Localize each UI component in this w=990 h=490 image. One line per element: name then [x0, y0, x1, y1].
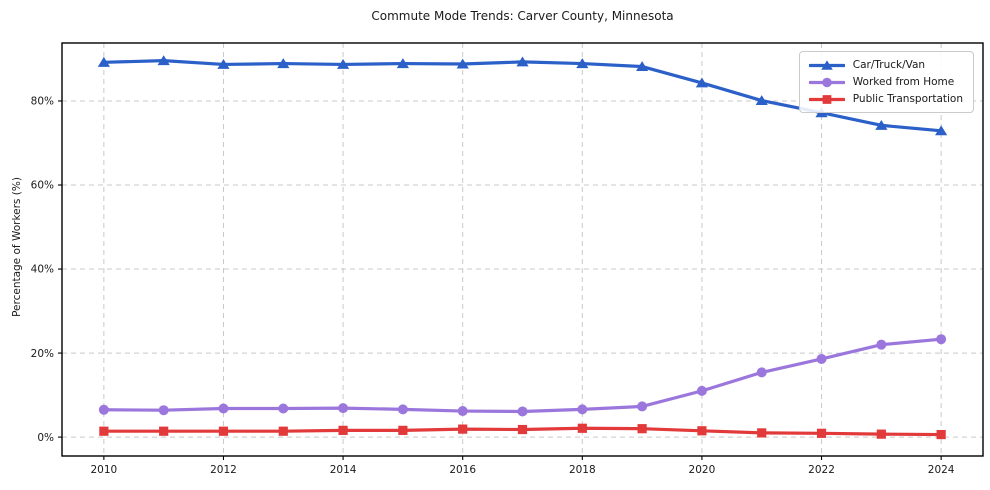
series-marker-public-transportation — [517, 424, 528, 435]
legend-label-worked-from-home: Worked from Home — [852, 76, 955, 88]
y-tick-label: 0% — [37, 432, 54, 444]
x-tick-label: 2018 — [569, 464, 596, 476]
series-marker-public-transportation — [159, 426, 169, 436]
series-marker-worked-from-home — [756, 367, 767, 378]
plot-border — [61, 42, 984, 457]
series-marker-car-truck-van — [935, 125, 948, 136]
series-marker-public-transportation — [757, 428, 767, 438]
x-tick-label: 2014 — [330, 464, 357, 476]
series-marker-public-transportation — [278, 426, 288, 436]
series-marker-worked-from-home — [637, 401, 648, 412]
series-marker-car-truck-van — [277, 58, 290, 69]
series-marker-worked-from-home — [816, 353, 827, 364]
x-tick-label: 2022 — [808, 464, 835, 476]
series-marker-worked-from-home — [696, 385, 707, 396]
series-marker-car-truck-van — [636, 61, 649, 72]
y-tick-label: 40% — [31, 264, 54, 276]
series-marker-public-transportation — [338, 425, 348, 435]
series-marker-worked-from-home — [218, 403, 229, 414]
series-marker-public-transportation — [816, 428, 827, 438]
series-marker-worked-from-home — [278, 403, 289, 414]
x-tick-label: 2024 — [928, 464, 955, 476]
series-marker-worked-from-home — [338, 403, 349, 414]
y-tick-label: 60% — [31, 180, 54, 192]
series-marker-worked-from-home — [158, 405, 169, 416]
legend-circle-marker-icon — [808, 77, 845, 87]
series-marker-public-transportation — [398, 425, 408, 435]
legend-square-marker-icon — [808, 94, 845, 104]
legend-item-worked-from-home: Worked from Home — [808, 75, 963, 89]
series-marker-public-transportation — [876, 429, 886, 439]
series-marker-worked-from-home — [936, 334, 947, 345]
series-marker-car-truck-van — [157, 55, 170, 66]
series-marker-car-truck-van — [755, 95, 768, 106]
legend-item-public-transportation: Public Transportation — [808, 92, 963, 106]
series-marker-public-transportation — [99, 426, 109, 436]
legend-item-car-truck-van: Car/Truck/Van — [808, 58, 963, 72]
series-marker-public-transportation — [697, 426, 707, 436]
series-marker-public-transportation — [458, 424, 468, 434]
series-marker-car-truck-van — [336, 59, 350, 69]
legend-marker-glyph — [822, 77, 832, 87]
series-marker-car-truck-van — [396, 58, 409, 69]
chart-title: Commute Mode Trends: Carver County, Minn… — [371, 9, 674, 23]
series-marker-car-truck-van — [875, 119, 888, 130]
series-marker-public-transportation — [218, 426, 229, 436]
legend: Car/Truck/Van Worked from Home Public Tran… — [798, 51, 974, 113]
y-tick-label: 80% — [31, 96, 54, 108]
x-tick-label: 2012 — [210, 464, 237, 476]
series-marker-worked-from-home — [457, 406, 468, 417]
series-marker-car-truck-van — [97, 56, 110, 67]
x-tick-label: 2010 — [90, 464, 117, 476]
y-axis-label: Percentage of Workers (%) — [11, 177, 23, 317]
series-marker-worked-from-home — [876, 339, 887, 350]
series-marker-public-transportation — [936, 429, 946, 440]
series-line-worked-from-home — [102, 337, 943, 414]
legend-label-public-transportation: Public Transportation — [852, 93, 963, 105]
x-tick-label: 2016 — [449, 464, 476, 476]
series-marker-worked-from-home — [577, 404, 588, 415]
series-marker-car-truck-van — [217, 59, 230, 69]
series-marker-car-truck-van — [456, 58, 469, 69]
series-marker-worked-from-home — [98, 404, 109, 415]
legend-label-car-truck-van: Car/Truck/Van — [852, 59, 926, 71]
legend-marker-glyph — [822, 94, 832, 104]
series-marker-car-truck-van — [516, 56, 529, 67]
y-tick-label: 20% — [31, 348, 54, 360]
x-tick-label: 2020 — [689, 464, 716, 476]
series-marker-worked-from-home — [397, 404, 408, 415]
series-marker-car-truck-van — [695, 77, 709, 88]
legend-triangle-marker-icon — [808, 59, 845, 70]
series-marker-worked-from-home — [517, 406, 528, 417]
series-marker-public-transportation — [577, 423, 587, 433]
legend-marker-glyph — [820, 59, 833, 70]
series-marker-public-transportation — [637, 424, 647, 434]
series-marker-car-truck-van — [576, 58, 589, 69]
